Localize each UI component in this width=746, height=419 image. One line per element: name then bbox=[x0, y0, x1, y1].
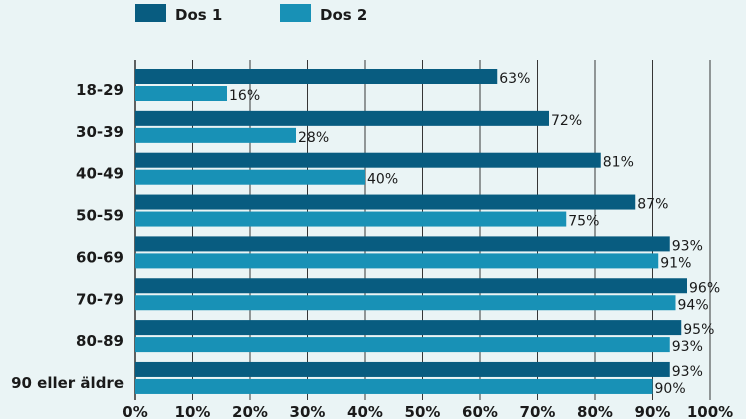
data-label: 93% bbox=[672, 339, 703, 355]
x-tick-label: 50% bbox=[405, 403, 441, 419]
legend: Dos 1 Dos 2 bbox=[135, 4, 367, 24]
category-label: 30-39 bbox=[76, 123, 124, 141]
bar bbox=[135, 361, 670, 377]
bar bbox=[135, 69, 498, 84]
category-label: 60-69 bbox=[76, 248, 124, 266]
bar bbox=[135, 378, 653, 394]
data-label: 96% bbox=[689, 280, 720, 296]
category-label: 90 eller äldre bbox=[11, 374, 124, 392]
bar bbox=[135, 320, 682, 336]
bar bbox=[135, 127, 296, 143]
data-label: 72% bbox=[551, 113, 582, 129]
legend-label: Dos 1 bbox=[175, 6, 222, 24]
x-tick-label: 70% bbox=[520, 403, 556, 419]
bar bbox=[135, 110, 549, 126]
data-label: 87% bbox=[637, 197, 668, 213]
data-label: 94% bbox=[678, 297, 709, 313]
data-label: 95% bbox=[683, 322, 714, 338]
bar bbox=[135, 211, 567, 227]
data-label: 40% bbox=[367, 172, 398, 188]
data-label: 93% bbox=[672, 238, 703, 254]
category-label: 80-89 bbox=[76, 332, 124, 350]
data-label: 63% bbox=[499, 71, 530, 87]
data-label: 28% bbox=[298, 130, 329, 146]
bar bbox=[135, 152, 601, 168]
x-tick-labels: 0% 10% 20% 30% 40% 50% 60% 70% 80% 90% 100% bbox=[122, 403, 733, 419]
x-tick-label: 10% bbox=[175, 403, 211, 419]
legend-label: Dos 2 bbox=[320, 6, 367, 24]
x-tick-label: 80% bbox=[577, 403, 613, 419]
bar bbox=[135, 236, 670, 252]
data-label: 93% bbox=[672, 364, 703, 380]
category-labels: 18-29 30-39 40-49 50-59 60-69 70-79 80-89 90 el… bbox=[11, 81, 124, 392]
x-tick-label: 60% bbox=[462, 403, 498, 419]
data-label: 75% bbox=[568, 214, 599, 230]
category-label: 50-59 bbox=[76, 207, 124, 225]
bars: 63%16%72%28%81%40%87%75%93%91%96%94%95%9… bbox=[135, 69, 720, 397]
x-tick-label: 30% bbox=[290, 403, 326, 419]
bar bbox=[135, 86, 227, 101]
x-tick-label: 20% bbox=[232, 403, 268, 419]
bar bbox=[135, 278, 687, 294]
legend-swatch bbox=[135, 4, 166, 22]
data-label: 91% bbox=[660, 255, 691, 271]
bar bbox=[135, 295, 676, 311]
data-label: 90% bbox=[655, 381, 686, 397]
data-label: 81% bbox=[603, 155, 634, 171]
bar bbox=[135, 337, 670, 353]
bar bbox=[135, 253, 659, 269]
x-tick-label: 0% bbox=[122, 403, 147, 419]
x-tick-label: 100% bbox=[687, 403, 733, 419]
bar bbox=[135, 169, 365, 185]
bar bbox=[135, 194, 636, 210]
legend-swatch bbox=[280, 4, 311, 22]
data-label: 16% bbox=[229, 88, 260, 104]
x-tick-label: 90% bbox=[635, 403, 671, 419]
category-label: 70-79 bbox=[76, 290, 124, 308]
category-label: 18-29 bbox=[76, 81, 124, 99]
category-label: 40-49 bbox=[76, 165, 124, 183]
x-tick-label: 40% bbox=[347, 403, 383, 419]
